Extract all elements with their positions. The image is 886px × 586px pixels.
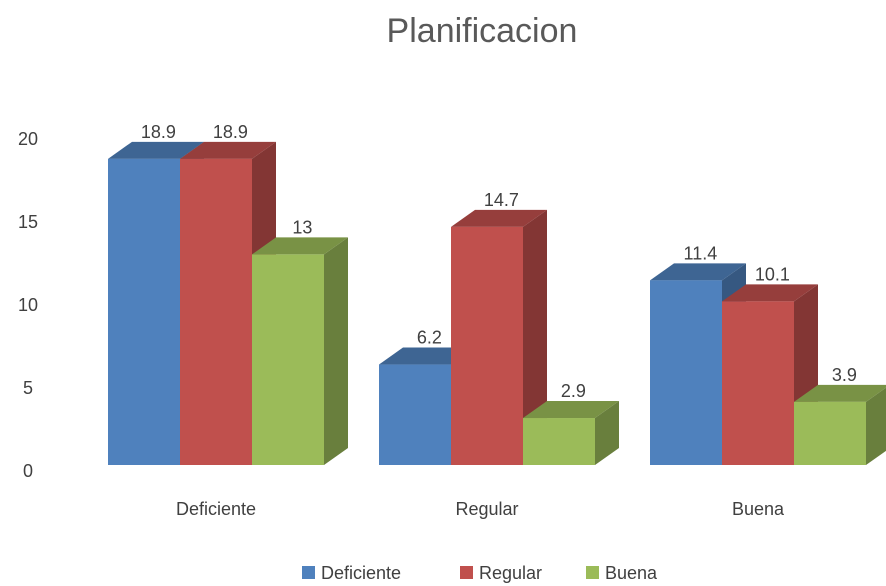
bar-front [650, 280, 722, 465]
legend-item: Deficiente [302, 563, 401, 583]
data-label: 10.1 [755, 264, 790, 284]
chart-title: Planificacion [387, 12, 578, 50]
bar-side [595, 401, 619, 465]
bar-top [180, 141, 276, 159]
x-axis: Deficiente Regular Buena [176, 499, 785, 519]
bar [523, 401, 619, 465]
bar-side [523, 209, 547, 465]
legend-item: Buena [586, 563, 658, 583]
legend-label: Deficiente [321, 563, 401, 583]
data-label: 3.9 [832, 365, 857, 385]
bar-front [523, 418, 595, 465]
bar-front [451, 226, 523, 465]
bar-side [866, 387, 886, 465]
bar-top [108, 141, 204, 159]
x-tick-label: Deficiente [176, 499, 256, 519]
bar [451, 209, 547, 465]
legend-swatch [586, 566, 599, 579]
bar-front [252, 254, 324, 465]
legend-swatch [302, 566, 315, 579]
y-tick-label: 5 [23, 378, 33, 398]
y-axis: 0 5 10 15 20 [18, 129, 38, 481]
bar-top [252, 237, 348, 255]
data-label: 2.9 [561, 381, 586, 401]
legend: Deficiente Regular Buena [302, 563, 658, 583]
legend-label: Regular [479, 563, 542, 583]
data-label: 13 [292, 217, 312, 237]
data-label: 18.9 [213, 122, 248, 142]
data-label: 14.7 [484, 190, 519, 210]
bar-front [108, 158, 180, 465]
bar-top [451, 209, 547, 227]
bar-top [650, 263, 746, 281]
bar-top [722, 284, 818, 302]
x-tick-label: Regular [455, 499, 518, 519]
legend-swatch [460, 566, 473, 579]
bar [252, 237, 348, 465]
data-label: 18.9 [141, 122, 176, 142]
legend-label: Buena [605, 563, 658, 583]
y-tick-label: 10 [18, 295, 38, 315]
legend-item: Regular [460, 563, 542, 583]
y-tick-label: 15 [18, 212, 38, 232]
data-label: 6.2 [417, 328, 442, 348]
plot-area: 18.9 18.9 13 6.2 14.7 2.9 11.4 10.1 3.9 [108, 122, 886, 465]
bar-front [794, 401, 866, 465]
bar-top [794, 384, 886, 402]
bar-top [523, 401, 619, 419]
bar-front [722, 301, 794, 465]
bar [794, 384, 886, 465]
bar-side [324, 237, 348, 465]
x-tick-label: Buena [732, 499, 785, 519]
y-tick-label: 0 [23, 461, 33, 481]
y-tick-label: 20 [18, 129, 38, 149]
bar-front [379, 364, 451, 465]
bar-front [180, 158, 252, 465]
data-label: 11.4 [684, 243, 718, 263]
